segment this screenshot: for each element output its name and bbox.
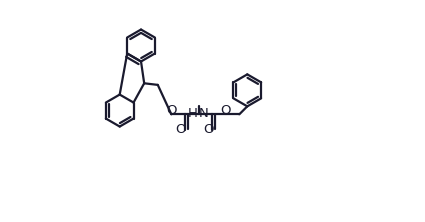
Text: O: O [176, 123, 186, 136]
Text: O: O [203, 123, 213, 136]
Text: N: N [199, 107, 209, 120]
Text: O: O [166, 104, 177, 117]
Text: O: O [221, 104, 231, 117]
Text: H: H [187, 107, 198, 120]
